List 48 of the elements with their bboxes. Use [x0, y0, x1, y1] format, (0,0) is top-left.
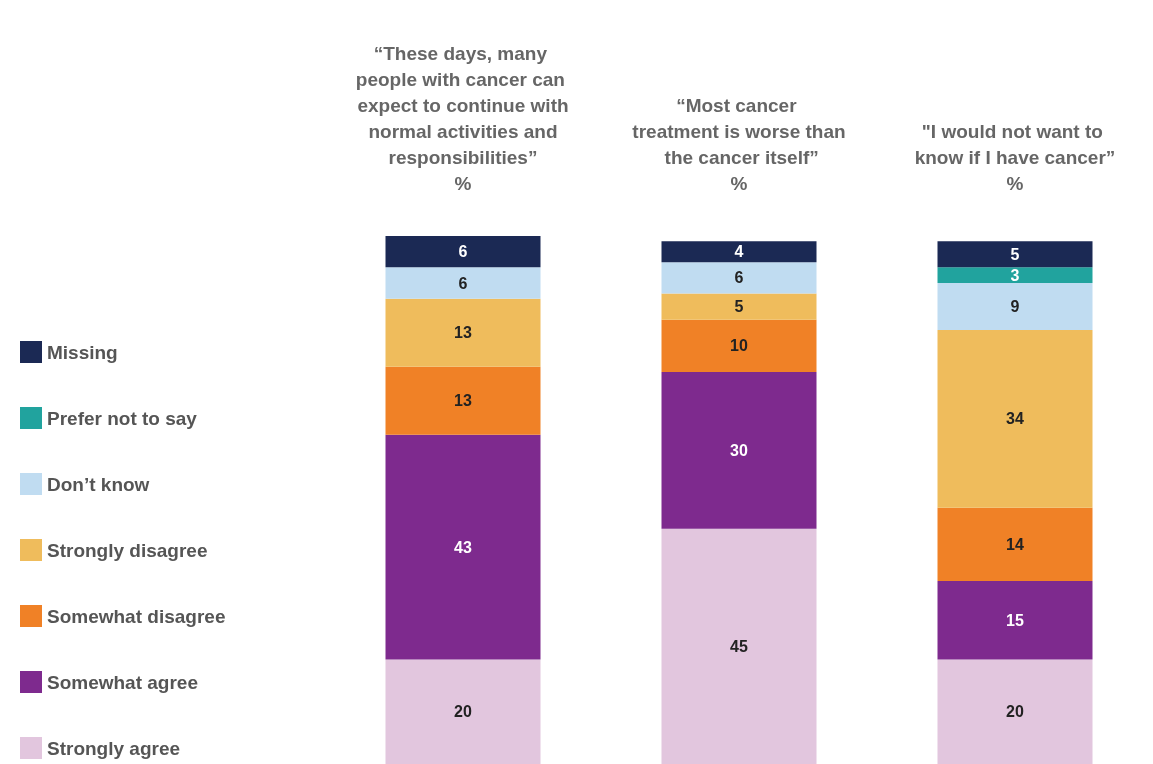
bar: [661, 371, 817, 529]
bar: [385, 366, 541, 435]
legend-label: Somewhat disagree: [47, 605, 226, 627]
data-label: 6: [458, 243, 468, 261]
bar: [385, 298, 541, 367]
bar: [661, 293, 817, 320]
data-label: 45: [730, 637, 748, 655]
legend-label: Prefer not to say: [47, 407, 198, 429]
data-label: 10: [730, 337, 748, 355]
data-label: 13: [454, 324, 472, 342]
legend-label: Strongly disagree: [47, 539, 208, 561]
bar: [937, 659, 1093, 764]
bar: [937, 267, 1093, 284]
bar: [661, 319, 817, 372]
data-label: 43: [454, 538, 472, 556]
bar: [385, 659, 541, 764]
bar: [385, 236, 541, 268]
legend-label: Somewhat agree: [47, 671, 198, 693]
x-tick-label: "I would not want to know if I have cancer” %: [914, 120, 1116, 194]
data-label: 3: [1010, 266, 1020, 284]
legend-label: Strongly agree: [47, 737, 181, 759]
bar: [937, 283, 1093, 331]
data-label: 34: [1006, 410, 1024, 428]
bar: [937, 507, 1093, 582]
bar: [661, 241, 817, 263]
x-tick-label: “Most cancer treatment is worse than the cancer itself” %: [632, 94, 846, 194]
data-label: 5: [1010, 245, 1020, 263]
bar: [661, 528, 817, 764]
data-label: 9: [1010, 298, 1020, 316]
data-label: 5: [734, 298, 744, 316]
legend-label: Don’t know: [47, 473, 150, 495]
data-label: 20: [454, 703, 472, 721]
data-label: 14: [1006, 535, 1024, 553]
bar: [937, 581, 1093, 660]
bar: [661, 262, 817, 294]
bar: [937, 241, 1093, 268]
data-label: 6: [458, 274, 468, 292]
data-label: 6: [734, 269, 744, 287]
bar: [385, 267, 541, 299]
bar: [385, 434, 541, 660]
data-label: 30: [730, 441, 748, 459]
data-label: 20: [1006, 703, 1024, 721]
legend-label: Missing: [47, 341, 118, 363]
data-label: 4: [734, 243, 744, 261]
bar: [937, 330, 1093, 508]
x-tick-label: “These days, many people with cancer can expect to continue with normal activities and responsibilities” %: [355, 42, 571, 194]
data-label: 13: [454, 392, 472, 410]
data-label: 15: [1006, 611, 1024, 629]
